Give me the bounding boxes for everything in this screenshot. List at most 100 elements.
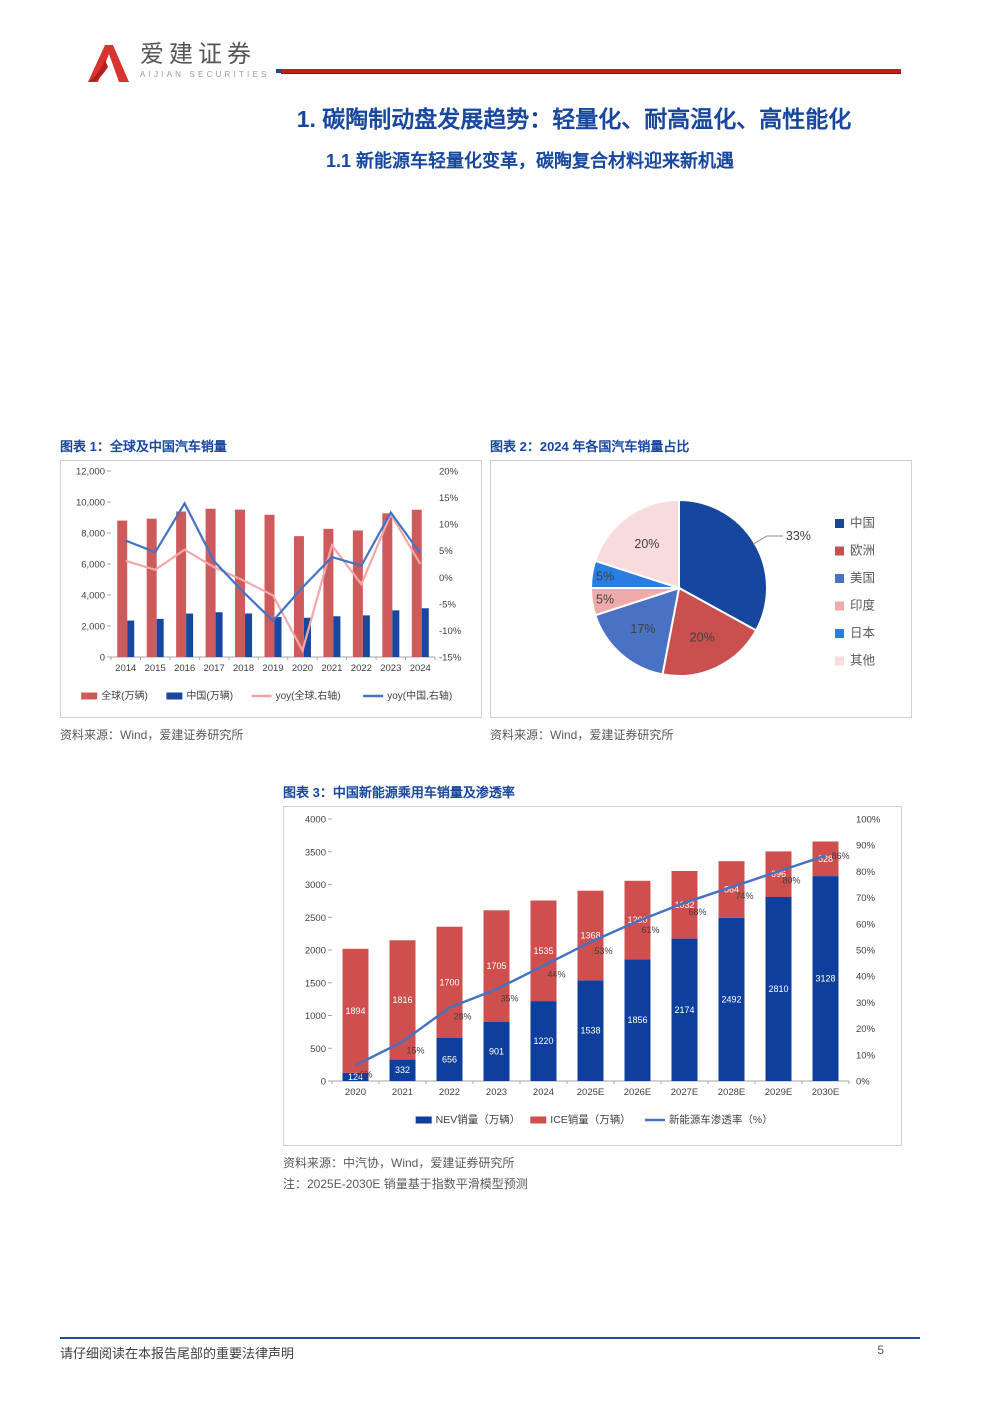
- svg-text:61%: 61%: [642, 925, 660, 935]
- line-series: [125, 501, 422, 654]
- svg-text:1368: 1368: [580, 931, 600, 941]
- svg-text:5%: 5%: [596, 569, 614, 583]
- svg-text:864: 864: [724, 885, 739, 895]
- svg-text:86%: 86%: [832, 851, 850, 861]
- svg-text:30%: 30%: [856, 998, 876, 1009]
- section-title: 1. 碳陶制动盘发展趋势：轻量化、耐高温化、高性能化: [296, 106, 852, 132]
- svg-text:1700: 1700: [439, 977, 459, 987]
- svg-text:2019: 2019: [262, 663, 283, 674]
- figure-3: 图表 3：中国新能源乘用车销量及渗透率 0 500 1000 1500 2000 2500…: [283, 782, 902, 1192]
- svg-text:70%: 70%: [856, 893, 876, 904]
- svg-text:1032: 1032: [674, 900, 694, 910]
- svg-text:其他: 其他: [850, 654, 876, 668]
- svg-text:2020: 2020: [345, 1087, 366, 1098]
- svg-text:6%: 6%: [360, 1069, 373, 1079]
- svg-text:-10%: -10%: [439, 626, 462, 637]
- svg-text:日本: 日本: [850, 626, 876, 640]
- svg-text:2020: 2020: [292, 663, 313, 674]
- svg-text:中国(万辆): 中国(万辆): [186, 689, 233, 702]
- figure-1-source: 资料来源：Wind，爱建证券研究所: [60, 728, 244, 742]
- svg-text:0%: 0%: [439, 573, 453, 584]
- svg-text:17%: 17%: [630, 622, 655, 636]
- svg-text:10%: 10%: [856, 1050, 876, 1061]
- svg-text:2018: 2018: [233, 663, 254, 674]
- svg-text:2500: 2500: [305, 913, 326, 924]
- svg-text:4000: 4000: [305, 815, 326, 826]
- svg-text:0%: 0%: [856, 1077, 870, 1088]
- svg-text:40%: 40%: [856, 972, 876, 983]
- company-logo: 爱建证券 AIJIAN SECURITIES: [84, 42, 270, 84]
- svg-text:2030E: 2030E: [812, 1087, 839, 1098]
- svg-text:33%: 33%: [786, 529, 811, 543]
- svg-text:332: 332: [395, 1065, 410, 1075]
- figure-3-source: 资料来源：中汽协，Wind，爱建证券研究所: [283, 1156, 515, 1170]
- svg-text:656: 656: [442, 1055, 457, 1065]
- svg-text:-15%: -15%: [439, 653, 462, 664]
- svg-text:6,000: 6,000: [81, 560, 105, 571]
- svg-text:20%: 20%: [690, 630, 715, 644]
- svg-text:2024: 2024: [533, 1087, 554, 1098]
- svg-text:12,000: 12,000: [76, 467, 105, 478]
- svg-text:68%: 68%: [689, 907, 707, 917]
- svg-text:2023: 2023: [486, 1087, 507, 1098]
- svg-text:yoy(中国,右轴): yoy(中国,右轴): [387, 689, 452, 702]
- svg-text:美国: 美国: [850, 571, 875, 585]
- chart-legend: 全球(万辆) 中国(万辆) yoy(全球,右轴) yoy(中国,右轴): [81, 689, 452, 702]
- figure-2: 图表 2：2024 年各国汽车销量占比 33% 20% 17% 5% 5% 20% 中国 欧洲…: [490, 436, 912, 743]
- svg-text:124: 124: [348, 1072, 363, 1082]
- svg-text:新能源车渗透率（%）: 新能源车渗透率（%）: [669, 1113, 773, 1126]
- svg-text:1856: 1856: [627, 1015, 647, 1025]
- svg-text:2028E: 2028E: [718, 1087, 745, 1098]
- svg-text:3500: 3500: [305, 847, 326, 858]
- figure-1: 图表 1：全球及中国汽车销量 0 2,000 4,000 6,000 8,000 10,0…: [60, 436, 482, 743]
- svg-text:-5%: -5%: [439, 599, 456, 610]
- svg-text:60%: 60%: [856, 919, 876, 930]
- subsection-title: 1.1 新能源车轻量化变革，碳陶复合材料迎来新机遇: [325, 151, 735, 171]
- svg-text:2022: 2022: [351, 663, 372, 674]
- svg-text:2492: 2492: [721, 994, 741, 1004]
- pie-labels: 33% 20% 17% 5% 5% 20%: [596, 529, 811, 644]
- figure-1-chart: 0 2,000 4,000 6,000 8,000 10,000 12,000 20% 15% 1…: [60, 460, 482, 718]
- svg-text:8,000: 8,000: [81, 529, 105, 540]
- svg-text:10,000: 10,000: [76, 498, 105, 509]
- svg-text:0: 0: [321, 1077, 326, 1088]
- svg-text:100%: 100%: [856, 815, 881, 826]
- page-number: 5: [877, 1343, 884, 1357]
- svg-text:1000: 1000: [305, 1011, 326, 1022]
- svg-text:44%: 44%: [548, 970, 566, 980]
- svg-text:15%: 15%: [439, 493, 459, 504]
- footer-rule: [60, 1337, 920, 1339]
- svg-text:3000: 3000: [305, 880, 326, 891]
- svg-text:2023: 2023: [380, 663, 401, 674]
- svg-text:2016: 2016: [174, 663, 195, 674]
- svg-text:2021: 2021: [321, 663, 342, 674]
- svg-text:yoy(全球,右轴): yoy(全球,右轴): [276, 689, 341, 702]
- footer-disclaimer: 请仔细阅读在本报告尾部的重要法律声明: [60, 1346, 295, 1361]
- svg-text:2,000: 2,000: [81, 622, 105, 633]
- svg-text:1705: 1705: [486, 961, 506, 971]
- svg-text:2027E: 2027E: [671, 1087, 698, 1098]
- svg-text:ICE销量（万辆）: ICE销量（万辆）: [550, 1113, 631, 1126]
- svg-text:1535: 1535: [533, 946, 553, 956]
- svg-text:90%: 90%: [856, 841, 876, 852]
- svg-text:5%: 5%: [596, 593, 614, 607]
- svg-text:1894: 1894: [345, 1006, 365, 1016]
- svg-text:74%: 74%: [736, 891, 754, 901]
- svg-text:全球(万辆): 全球(万辆): [101, 689, 148, 702]
- svg-text:20%: 20%: [634, 537, 659, 551]
- svg-text:2025E: 2025E: [577, 1087, 604, 1098]
- svg-text:中国: 中国: [850, 515, 875, 530]
- svg-text:印度: 印度: [850, 598, 876, 613]
- svg-text:528: 528: [818, 854, 833, 864]
- svg-text:901: 901: [489, 1047, 504, 1057]
- svg-text:2022: 2022: [439, 1087, 460, 1098]
- svg-text:0: 0: [100, 653, 105, 664]
- svg-text:2017: 2017: [204, 663, 225, 674]
- bar-series: [117, 508, 429, 657]
- figure-2-source: 资料来源：Wind，爱建证券研究所: [490, 728, 674, 742]
- svg-text:3128: 3128: [815, 974, 835, 984]
- figure-2-title: 图表 2：2024 年各国汽车销量占比: [490, 439, 690, 454]
- svg-text:2174: 2174: [674, 1005, 694, 1015]
